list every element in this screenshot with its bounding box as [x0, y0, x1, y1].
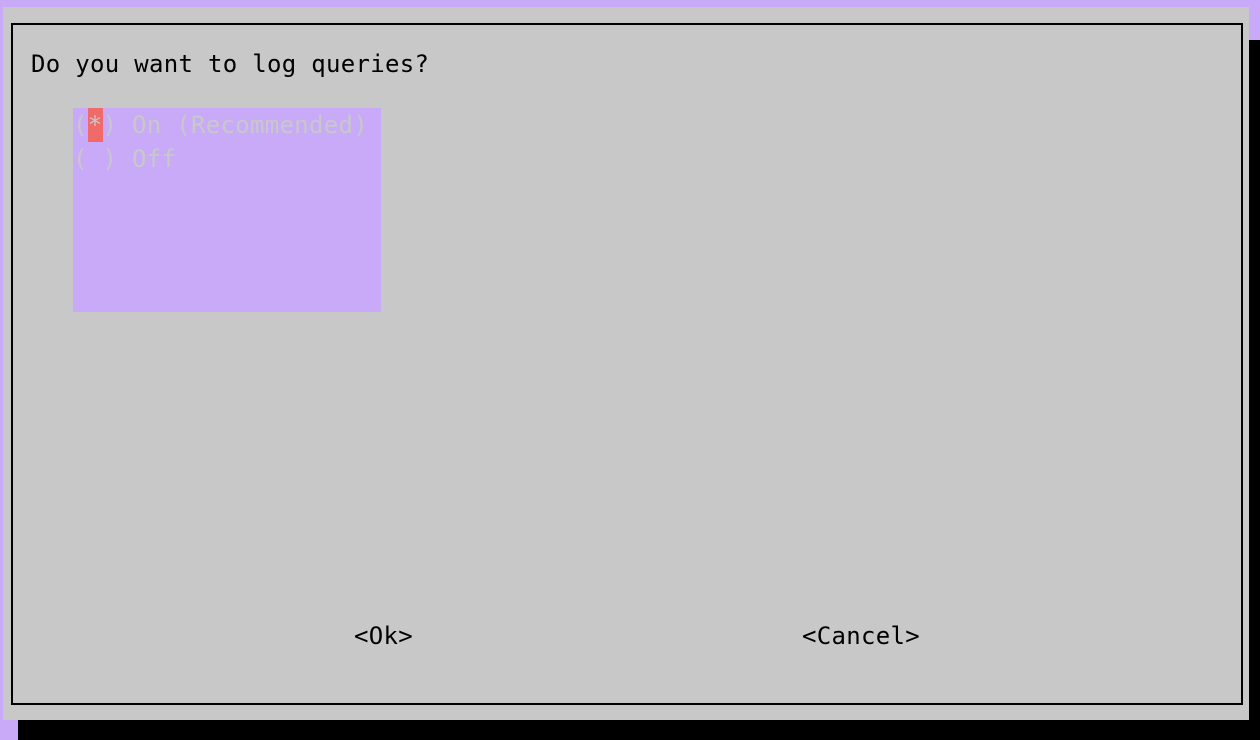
dialog-window: Do you want to log queries? (*) On (Reco…	[3, 7, 1249, 720]
dialog-shadow-bottom	[18, 720, 1260, 740]
dialog-frame	[11, 23, 1243, 705]
radio-option-list: (*) On (Recommended) ( ) Off	[73, 108, 381, 312]
radio-close-paren: )	[102, 145, 118, 173]
cancel-button[interactable]: <Cancel>	[802, 622, 920, 650]
radio-open-paren: (	[73, 145, 88, 173]
radio-option-off[interactable]: ( ) Off	[73, 142, 176, 176]
radio-option-on[interactable]: (*) On (Recommended)	[73, 108, 368, 142]
radio-option-label: On (Recommended)	[132, 111, 368, 139]
radio-close-paren: )	[102, 111, 118, 139]
radio-option-label: Off	[132, 145, 177, 173]
dialog-question: Do you want to log queries?	[31, 50, 430, 78]
radio-open-paren: (	[73, 111, 88, 139]
radio-spacer	[117, 142, 132, 176]
ok-button[interactable]: <Ok>	[354, 622, 413, 650]
radio-unselected-mark	[88, 142, 103, 176]
radio-spacer	[117, 108, 132, 142]
dialog-shadow-right	[1248, 40, 1260, 740]
radio-selected-mark: *	[87, 108, 103, 142]
